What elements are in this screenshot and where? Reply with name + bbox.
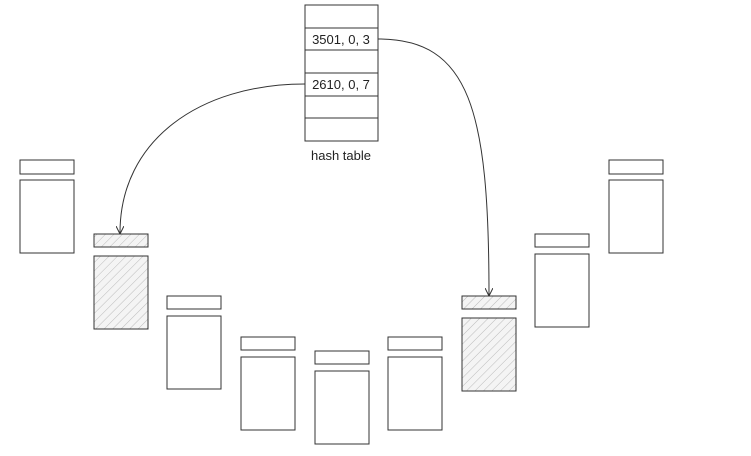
arrow-slot-3-to-block-2 <box>120 83 306 233</box>
block-9-header <box>608 159 664 175</box>
block-4 <box>240 336 296 431</box>
block-7 <box>461 295 517 392</box>
block-1-body <box>19 179 75 254</box>
block-2 <box>93 233 149 330</box>
block-5-header <box>314 350 370 365</box>
block-1 <box>19 159 75 254</box>
block-8-body <box>534 253 590 328</box>
block-7-header <box>461 295 517 310</box>
hash-slot-1-label: 3501, 0, 3 <box>312 32 370 47</box>
block-3 <box>166 295 222 390</box>
hash-slot-0 <box>304 4 379 29</box>
block-2-body <box>93 255 149 330</box>
block-3-header <box>166 295 222 310</box>
block-7-body <box>461 317 517 392</box>
block-2-header <box>93 233 149 248</box>
block-5 <box>314 350 370 445</box>
block-4-body <box>240 356 296 431</box>
hash-table-caption: hash table <box>311 148 371 163</box>
block-1-header <box>19 159 75 175</box>
hash-slot-2 <box>304 49 379 74</box>
block-6-body <box>387 356 443 431</box>
block-3-body <box>166 315 222 390</box>
block-6 <box>387 336 443 431</box>
block-4-header <box>240 336 296 351</box>
hash-slot-5 <box>304 117 379 142</box>
arrow-slot-1-to-block-7 <box>377 38 489 295</box>
block-9 <box>608 159 664 254</box>
block-6-header <box>387 336 443 351</box>
hash-slot-3-label: 2610, 0, 7 <box>312 77 370 92</box>
block-5-body <box>314 370 370 445</box>
hash-table: 3501, 0, 3 2610, 0, 7 hash table <box>304 4 379 163</box>
hash-slot-4 <box>304 95 379 119</box>
block-9-body <box>608 179 664 254</box>
block-8-header <box>534 233 590 248</box>
block-8 <box>534 233 590 328</box>
